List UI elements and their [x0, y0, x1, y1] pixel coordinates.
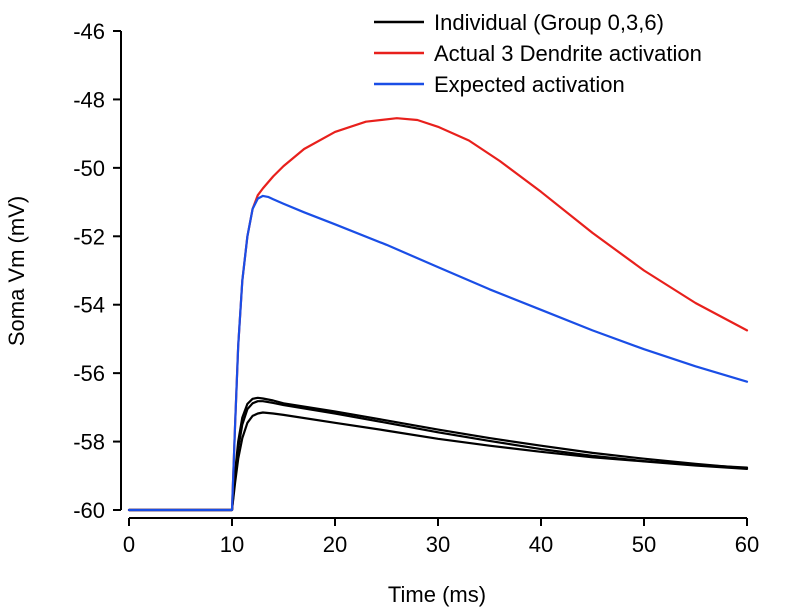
- x-tick-label: 50: [632, 532, 656, 557]
- x-tick-label: 40: [529, 532, 553, 557]
- legend-label: Individual (Group 0,3,6): [434, 10, 664, 35]
- x-axis-title: Time (ms): [388, 582, 486, 607]
- y-tick-label: -50: [73, 156, 105, 181]
- x-ticks: 0 10 20 30 40 50 60: [123, 518, 759, 557]
- series-line-1: [127, 400, 749, 512]
- x-tick-label: 60: [735, 532, 759, 557]
- y-tick-label: -48: [73, 87, 105, 112]
- series-line-3: [127, 117, 749, 512]
- x-tick-label: 0: [123, 532, 135, 557]
- axes: 0 10 20 30 40 50 60 -60 -58 -56 -54 -52 -50 -48 -46: [73, 19, 759, 557]
- legend: Individual (Group 0,3,6) Actual 3 Dendrit…: [374, 10, 702, 97]
- x-tick-label: 30: [426, 532, 450, 557]
- legend-label: Expected activation: [434, 72, 625, 97]
- y-tick-label: -60: [73, 498, 105, 523]
- y-tick-label: -52: [73, 224, 105, 249]
- x-tick-label: 20: [323, 532, 347, 557]
- series-line-0: [127, 411, 749, 512]
- series-line-2: [127, 396, 749, 512]
- legend-label: Actual 3 Dendrite activation: [434, 41, 702, 66]
- y-tick-label: -54: [73, 293, 105, 318]
- y-tick-label: -56: [73, 361, 105, 386]
- y-axis-title: Soma Vm (mV): [4, 196, 29, 346]
- series-line-4: [127, 194, 749, 512]
- y-tick-label: -58: [73, 430, 105, 455]
- plot-area: [127, 117, 749, 512]
- y-ticks: -60 -58 -56 -54 -52 -50 -48 -46: [73, 19, 121, 523]
- x-tick-label: 10: [220, 532, 244, 557]
- y-tick-label: -46: [73, 19, 105, 44]
